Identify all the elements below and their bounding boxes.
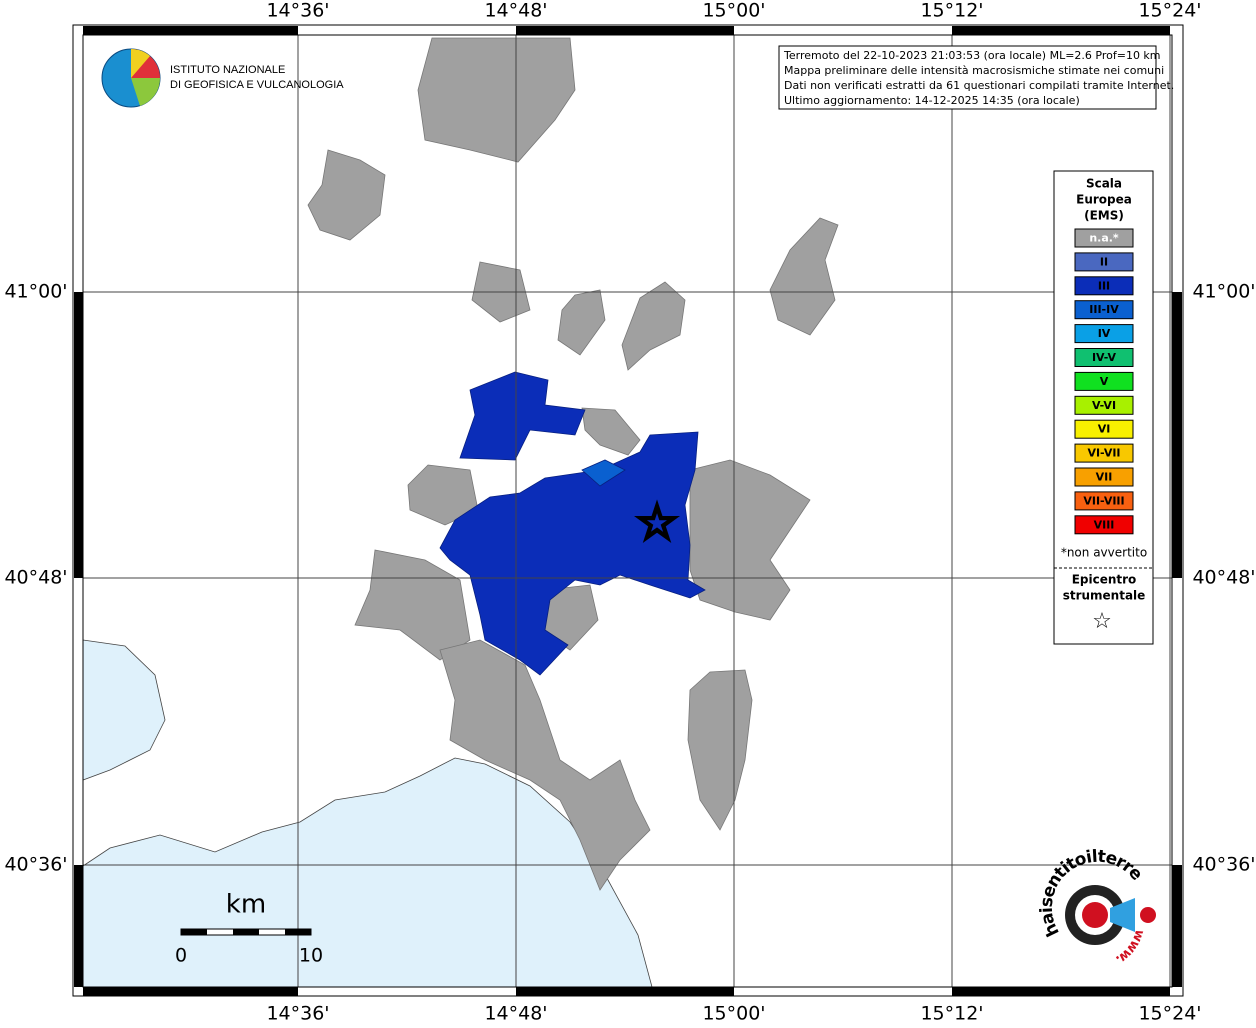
legend-swatch — [1074, 515, 1134, 535]
grid — [83, 35, 1172, 987]
latitude-label: 40°48' — [4, 567, 67, 589]
legend-swatch — [1074, 324, 1134, 344]
frame-bar — [1172, 292, 1182, 578]
info-box: Terremoto del 22-10-2023 21:03:53 (ora l… — [778, 45, 1174, 110]
frame-bar — [1172, 865, 1182, 987]
legend-note: *non avvertito — [1061, 546, 1147, 560]
scale-end: 10 — [299, 945, 323, 967]
legend-label: IV-V — [1092, 351, 1117, 364]
info-line: Mappa preliminare delle intensità macros… — [784, 64, 1164, 77]
frame-bar — [74, 865, 83, 987]
ingv-logo: ISTITUTO NAZIONALE DI GEOFISICA E VULCAN… — [101, 48, 344, 108]
latitude-label: 41°00' — [1192, 281, 1255, 303]
longitude-label: 15°12' — [920, 0, 983, 22]
longitude-label: 15°24' — [1138, 0, 1201, 22]
legend-label: V — [1100, 375, 1109, 388]
axis-labels: 14°36' 14°36' 14°48' 14°48' 15°00' 15°00' 15°1… — [4, 0, 1255, 1025]
legend-label: IV — [1098, 327, 1111, 340]
legend-label: VII-VIII — [1083, 494, 1124, 507]
scale-start: 0 — [175, 945, 187, 967]
legend-swatch — [1074, 371, 1134, 391]
legend-label: III-IV — [1089, 303, 1119, 316]
legend-title: (EMS) — [1084, 209, 1124, 223]
frame-bar — [83, 26, 298, 35]
intensity-areas — [439, 371, 706, 676]
legend-swatch — [1074, 443, 1134, 463]
legend: Scala Europea (EMS) *non avvertito Epice… — [1053, 170, 1154, 645]
legend-swatch — [1074, 467, 1134, 487]
legend-swatch — [1074, 276, 1134, 296]
legend-title: Europea — [1076, 193, 1132, 207]
frame-bar — [83, 987, 298, 996]
legend-swatch — [1074, 419, 1134, 439]
info-line: Ultimo aggiornamento: 14-12-2025 14:35 (… — [784, 94, 1080, 107]
epicentre-marker: ☆ — [635, 495, 678, 551]
legend-swatch — [1074, 491, 1134, 511]
latitude-label: 40°48' — [1192, 567, 1255, 589]
longitude-label: 15°00' — [702, 1003, 765, 1025]
legend-label: VI — [1098, 423, 1111, 436]
epicentre-label: strumentale — [1063, 589, 1146, 603]
frame-bar — [952, 26, 1170, 35]
frame — [72, 24, 1184, 997]
info-line: Dati non verificati estratti da 61 quest… — [784, 79, 1174, 92]
longitude-label: 14°36' — [266, 1003, 329, 1025]
legend-label: VII — [1096, 471, 1113, 484]
longitude-label: 15°24' — [1138, 1003, 1201, 1025]
frame-bar — [516, 26, 734, 35]
longitude-label: 14°48' — [484, 0, 547, 22]
legend-label: V-VI — [1092, 399, 1116, 412]
latitude-label: 41°00' — [4, 281, 67, 303]
institute-line: DI GEOFISICA E VULCANOLOGIA — [170, 79, 344, 91]
legend-swatch — [1074, 300, 1134, 320]
frame-bar — [952, 987, 1170, 996]
institute-line: ISTITUTO NAZIONALE — [170, 64, 285, 76]
legend-label: n.a.* — [1089, 232, 1119, 245]
scale-unit: km — [226, 890, 266, 920]
scale-bar: km 0 10 — [175, 890, 323, 967]
legend-label: VI-VII — [1087, 447, 1120, 460]
epicentre-label: Epicentro — [1072, 573, 1137, 587]
epicentre-symbol: ☆ — [1092, 609, 1112, 634]
legend-swatch — [1074, 252, 1134, 272]
longitude-label: 14°48' — [484, 1003, 547, 1025]
info-line: Terremoto del 22-10-2023 21:03:53 (ora l… — [783, 49, 1161, 62]
frame-bar — [516, 987, 734, 996]
legend-label: VIII — [1094, 518, 1115, 531]
legend-label: III — [1098, 279, 1110, 292]
frame-bar — [74, 292, 83, 578]
latitude-label: 40°36' — [1192, 854, 1255, 876]
legend-swatch — [1074, 348, 1134, 367]
legend-label: II — [1100, 255, 1108, 268]
legend-swatch — [1074, 395, 1134, 415]
legend-title: Scala — [1086, 177, 1122, 191]
latitude-label: 40°36' — [4, 854, 67, 876]
legend-swatch — [1074, 228, 1134, 248]
longitude-label: 14°36' — [266, 0, 329, 22]
longitude-label: 15°12' — [920, 1003, 983, 1025]
longitude-label: 15°00' — [702, 0, 765, 22]
